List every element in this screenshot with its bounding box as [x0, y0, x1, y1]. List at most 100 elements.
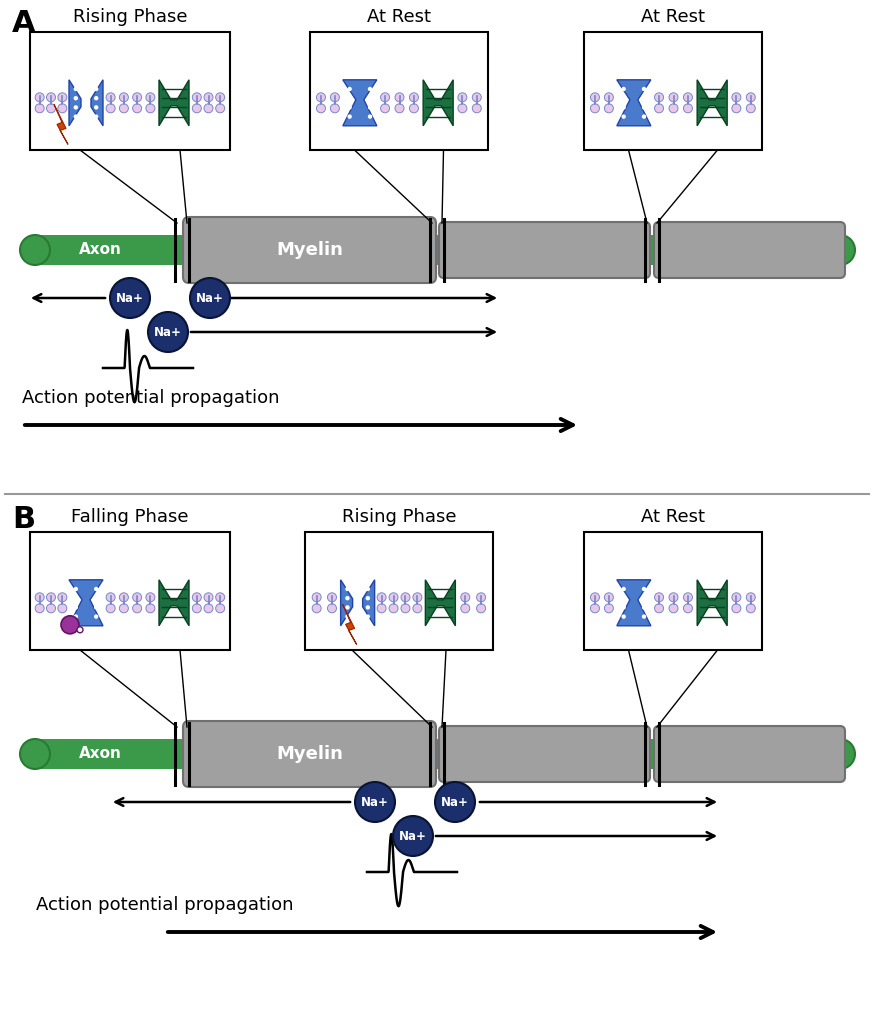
Text: B: B: [12, 506, 35, 535]
Circle shape: [106, 604, 115, 612]
Circle shape: [409, 93, 419, 101]
FancyBboxPatch shape: [310, 32, 488, 150]
Circle shape: [621, 87, 626, 91]
Circle shape: [655, 604, 663, 612]
Polygon shape: [69, 80, 81, 126]
Circle shape: [35, 604, 45, 612]
Circle shape: [669, 593, 678, 602]
Polygon shape: [343, 604, 357, 644]
Circle shape: [146, 103, 155, 113]
Circle shape: [368, 87, 372, 91]
Circle shape: [642, 587, 646, 591]
Circle shape: [58, 93, 66, 101]
Circle shape: [642, 614, 646, 618]
Circle shape: [642, 596, 646, 600]
Circle shape: [204, 593, 213, 602]
Circle shape: [591, 593, 600, 602]
Circle shape: [330, 93, 339, 101]
Circle shape: [683, 593, 692, 602]
Circle shape: [106, 103, 115, 113]
Circle shape: [401, 593, 410, 602]
Circle shape: [591, 93, 600, 101]
Text: Myelin: Myelin: [276, 241, 343, 259]
Circle shape: [106, 593, 115, 602]
Circle shape: [732, 93, 741, 101]
Circle shape: [365, 596, 370, 600]
Circle shape: [669, 604, 678, 612]
Circle shape: [605, 93, 614, 101]
Circle shape: [345, 587, 350, 591]
Circle shape: [461, 593, 469, 602]
Circle shape: [458, 93, 467, 101]
Circle shape: [73, 614, 78, 618]
Text: At Rest: At Rest: [367, 8, 431, 26]
Circle shape: [365, 605, 370, 609]
Circle shape: [146, 593, 155, 602]
Polygon shape: [159, 80, 189, 126]
Circle shape: [642, 105, 646, 110]
Circle shape: [77, 627, 83, 633]
Circle shape: [476, 593, 486, 602]
Circle shape: [216, 604, 225, 612]
Polygon shape: [426, 580, 455, 626]
FancyBboxPatch shape: [584, 532, 762, 650]
Circle shape: [312, 593, 321, 602]
Circle shape: [435, 782, 475, 822]
Circle shape: [35, 593, 45, 602]
Text: Na+: Na+: [361, 796, 389, 809]
Circle shape: [120, 103, 128, 113]
Circle shape: [395, 103, 404, 113]
Circle shape: [328, 593, 336, 602]
Circle shape: [73, 96, 78, 100]
Text: At Rest: At Rest: [641, 508, 705, 526]
FancyBboxPatch shape: [439, 726, 650, 782]
Circle shape: [365, 614, 370, 618]
Circle shape: [148, 312, 188, 352]
Circle shape: [621, 96, 626, 100]
Circle shape: [621, 605, 626, 609]
Circle shape: [683, 103, 692, 113]
Circle shape: [94, 115, 99, 119]
Polygon shape: [617, 80, 651, 126]
Text: Axon: Axon: [79, 746, 121, 762]
Ellipse shape: [825, 234, 855, 265]
Circle shape: [655, 93, 663, 101]
Circle shape: [73, 115, 78, 119]
Circle shape: [472, 103, 482, 113]
Circle shape: [605, 593, 614, 602]
Circle shape: [621, 614, 626, 618]
Circle shape: [58, 604, 66, 612]
Circle shape: [110, 278, 150, 318]
Circle shape: [458, 103, 467, 113]
Circle shape: [348, 96, 352, 100]
Circle shape: [120, 593, 128, 602]
Circle shape: [393, 816, 433, 856]
Circle shape: [216, 103, 225, 113]
Circle shape: [409, 103, 419, 113]
Polygon shape: [363, 580, 375, 626]
Circle shape: [683, 93, 692, 101]
Text: Na+: Na+: [399, 829, 427, 843]
Circle shape: [683, 604, 692, 612]
Circle shape: [591, 604, 600, 612]
Circle shape: [204, 604, 213, 612]
Circle shape: [316, 93, 325, 101]
Text: At Rest: At Rest: [641, 8, 705, 26]
Circle shape: [94, 614, 99, 618]
Circle shape: [621, 587, 626, 591]
Circle shape: [46, 593, 56, 602]
Circle shape: [395, 93, 404, 101]
Circle shape: [94, 87, 99, 91]
Text: Myelin: Myelin: [276, 745, 343, 763]
Circle shape: [94, 105, 99, 110]
Circle shape: [655, 593, 663, 602]
Circle shape: [192, 93, 201, 101]
Circle shape: [348, 87, 352, 91]
Circle shape: [669, 93, 678, 101]
Circle shape: [348, 115, 352, 119]
FancyBboxPatch shape: [35, 739, 840, 769]
Text: Falling Phase: Falling Phase: [72, 508, 189, 526]
Polygon shape: [341, 580, 352, 626]
Circle shape: [61, 615, 79, 634]
Text: Axon: Axon: [79, 243, 121, 257]
